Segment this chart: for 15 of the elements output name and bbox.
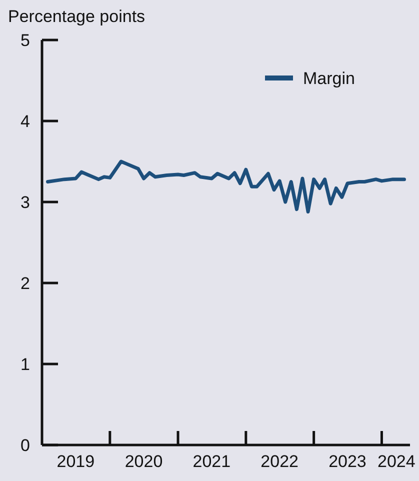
legend-label: Margin — [303, 68, 355, 88]
x-tick-label: 2024 — [378, 452, 416, 471]
y-tick-label: 3 — [20, 192, 30, 212]
y-tick-label: 5 — [20, 30, 30, 50]
y-tick-label: 4 — [20, 112, 30, 131]
x-tick-label: 2019 — [56, 452, 95, 471]
x-tick-label: 2021 — [192, 452, 231, 471]
x-tick-label: 2020 — [124, 452, 163, 471]
y-tick-label: 0 — [20, 436, 30, 455]
y-tick-label: 2 — [20, 274, 30, 293]
y-axis-title: Percentage points — [8, 7, 146, 26]
y-tick-label: 1 — [20, 354, 30, 374]
line-series — [46, 160, 406, 214]
x-tick-label: 2022 — [260, 452, 298, 471]
x-tick-label: 2023 — [328, 452, 366, 471]
